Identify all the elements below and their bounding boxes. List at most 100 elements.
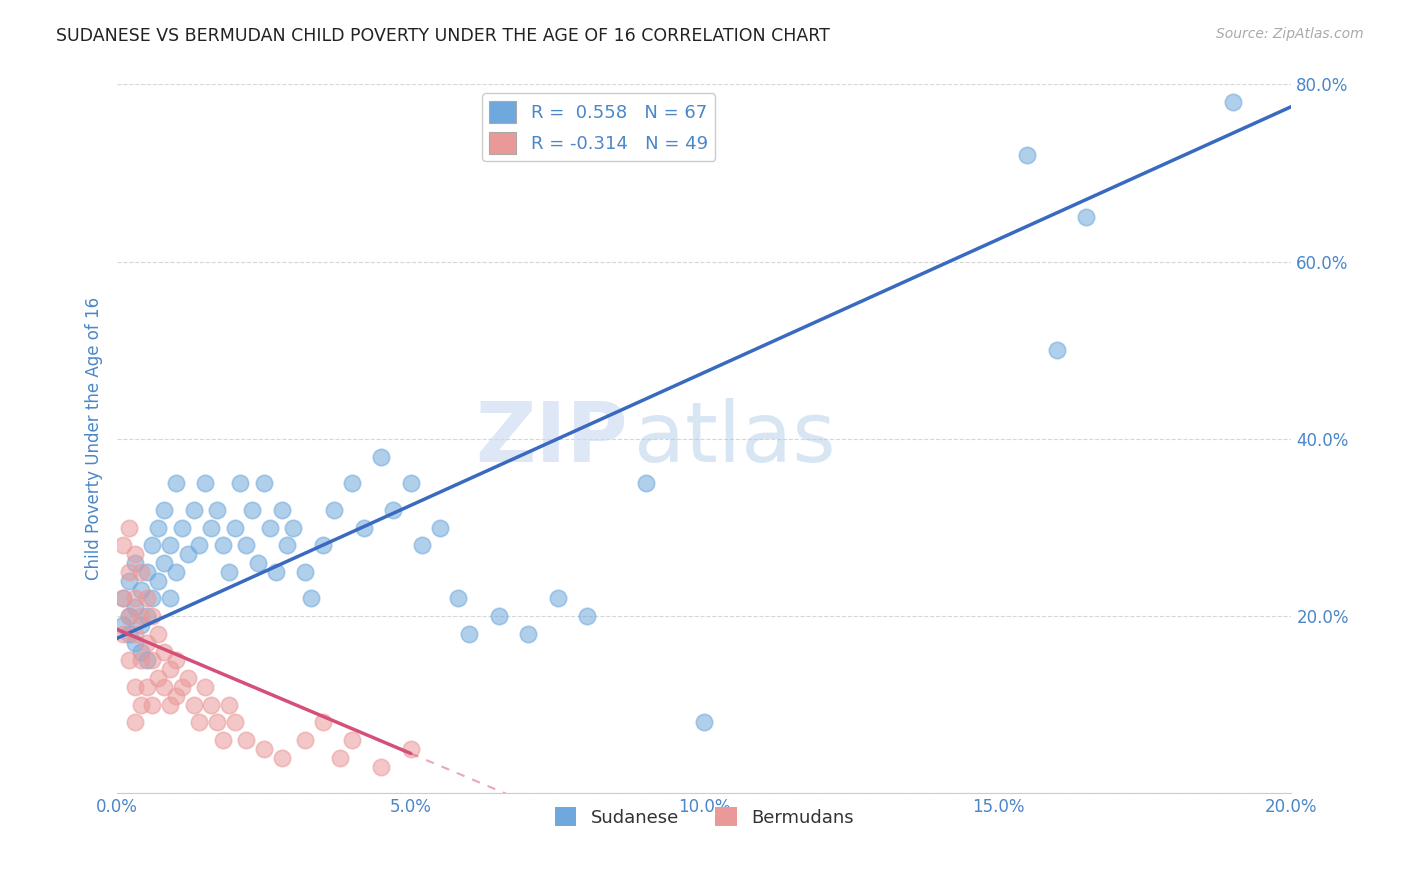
Point — [218, 565, 240, 579]
Point — [118, 609, 141, 624]
Point — [194, 680, 217, 694]
Point — [1074, 211, 1097, 225]
Point — [693, 715, 716, 730]
Point — [124, 556, 146, 570]
Point — [329, 751, 352, 765]
Point — [135, 636, 157, 650]
Point — [118, 653, 141, 667]
Point — [135, 609, 157, 624]
Text: SUDANESE VS BERMUDAN CHILD POVERTY UNDER THE AGE OF 16 CORRELATION CHART: SUDANESE VS BERMUDAN CHILD POVERTY UNDER… — [56, 27, 830, 45]
Point — [270, 751, 292, 765]
Point — [153, 644, 176, 658]
Point — [165, 476, 187, 491]
Point — [170, 680, 193, 694]
Point — [218, 698, 240, 712]
Point — [159, 591, 181, 606]
Point — [276, 538, 298, 552]
Point — [112, 538, 135, 552]
Point — [240, 503, 263, 517]
Point — [141, 538, 163, 552]
Point — [165, 565, 187, 579]
Point — [1045, 343, 1067, 358]
Point — [118, 627, 141, 641]
Point — [148, 520, 170, 534]
Point — [399, 742, 422, 756]
Point — [165, 653, 187, 667]
Point — [141, 609, 163, 624]
Point — [235, 733, 257, 747]
Point — [118, 609, 141, 624]
Point — [340, 733, 363, 747]
Point — [124, 715, 146, 730]
Point — [183, 503, 205, 517]
Text: Source: ZipAtlas.com: Source: ZipAtlas.com — [1216, 27, 1364, 41]
Point — [153, 680, 176, 694]
Point — [370, 760, 392, 774]
Point — [141, 653, 163, 667]
Point — [259, 520, 281, 534]
Point — [129, 565, 152, 579]
Point — [148, 574, 170, 588]
Point — [135, 653, 157, 667]
Legend: Sudanese, Bermudans: Sudanese, Bermudans — [547, 800, 860, 834]
Point — [229, 476, 252, 491]
Point — [312, 715, 335, 730]
Point — [224, 715, 246, 730]
Point — [247, 556, 270, 570]
Point — [194, 476, 217, 491]
Point — [148, 627, 170, 641]
Point — [118, 520, 141, 534]
Point — [129, 609, 152, 624]
Point — [141, 698, 163, 712]
Point — [340, 476, 363, 491]
Point — [517, 627, 540, 641]
Point — [212, 733, 235, 747]
Point — [488, 609, 510, 624]
Point — [112, 591, 135, 606]
Point — [547, 591, 569, 606]
Point — [112, 627, 135, 641]
Point — [112, 591, 135, 606]
Point — [224, 520, 246, 534]
Point — [124, 600, 146, 615]
Point — [283, 520, 305, 534]
Point — [188, 538, 211, 552]
Point — [124, 680, 146, 694]
Point — [124, 591, 146, 606]
Point — [200, 698, 222, 712]
Point — [124, 636, 146, 650]
Point — [205, 503, 228, 517]
Point — [159, 698, 181, 712]
Point — [129, 653, 152, 667]
Point — [429, 520, 451, 534]
Y-axis label: Child Poverty Under the Age of 16: Child Poverty Under the Age of 16 — [86, 297, 103, 581]
Point — [124, 627, 146, 641]
Point — [188, 715, 211, 730]
Text: ZIP: ZIP — [475, 399, 628, 479]
Point — [170, 520, 193, 534]
Point — [382, 503, 405, 517]
Point — [176, 547, 198, 561]
Point — [1017, 148, 1039, 162]
Point — [634, 476, 657, 491]
Point — [153, 556, 176, 570]
Point — [135, 565, 157, 579]
Point — [112, 618, 135, 632]
Point — [370, 450, 392, 464]
Point — [294, 565, 316, 579]
Point — [253, 742, 276, 756]
Point — [165, 689, 187, 703]
Point — [183, 698, 205, 712]
Point — [294, 733, 316, 747]
Text: atlas: atlas — [634, 399, 835, 479]
Point — [323, 503, 346, 517]
Point — [124, 547, 146, 561]
Point — [1222, 95, 1244, 110]
Point — [135, 591, 157, 606]
Point — [353, 520, 375, 534]
Point — [159, 538, 181, 552]
Point — [118, 565, 141, 579]
Point — [235, 538, 257, 552]
Point — [159, 662, 181, 676]
Point — [299, 591, 322, 606]
